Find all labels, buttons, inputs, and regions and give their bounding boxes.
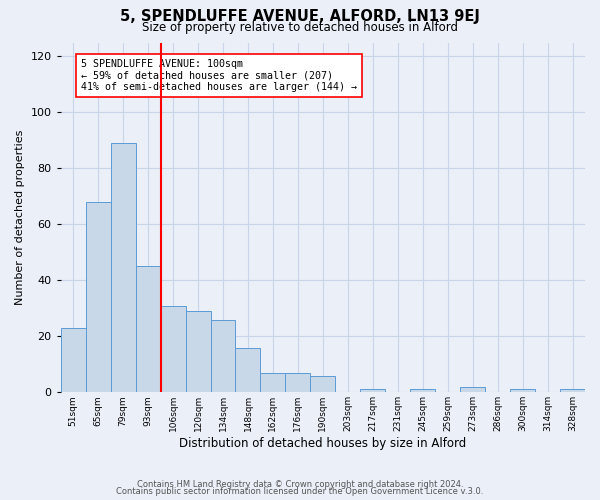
Y-axis label: Number of detached properties: Number of detached properties [15,130,25,305]
Bar [560,390,585,392]
Bar [211,320,235,392]
Bar [410,390,435,392]
Bar [460,386,485,392]
Text: 5 SPENDLUFFE AVENUE: 100sqm
← 59% of detached houses are smaller (207)
41% of se: 5 SPENDLUFFE AVENUE: 100sqm ← 59% of det… [80,60,356,92]
Bar [136,266,161,392]
Text: 5, SPENDLUFFE AVENUE, ALFORD, LN13 9EJ: 5, SPENDLUFFE AVENUE, ALFORD, LN13 9EJ [120,9,480,24]
Bar [310,376,335,392]
Text: Size of property relative to detached houses in Alford: Size of property relative to detached ho… [142,21,458,34]
Bar [361,390,385,392]
Bar [61,328,86,392]
Bar [260,372,286,392]
Text: Contains HM Land Registry data © Crown copyright and database right 2024.: Contains HM Land Registry data © Crown c… [137,480,463,489]
Bar [86,202,110,392]
Bar [510,390,535,392]
X-axis label: Distribution of detached houses by size in Alford: Distribution of detached houses by size … [179,437,466,450]
Text: Contains public sector information licensed under the Open Government Licence v.: Contains public sector information licen… [116,487,484,496]
Bar [286,372,310,392]
Bar [110,143,136,392]
Bar [185,311,211,392]
Bar [161,306,185,392]
Bar [235,348,260,393]
